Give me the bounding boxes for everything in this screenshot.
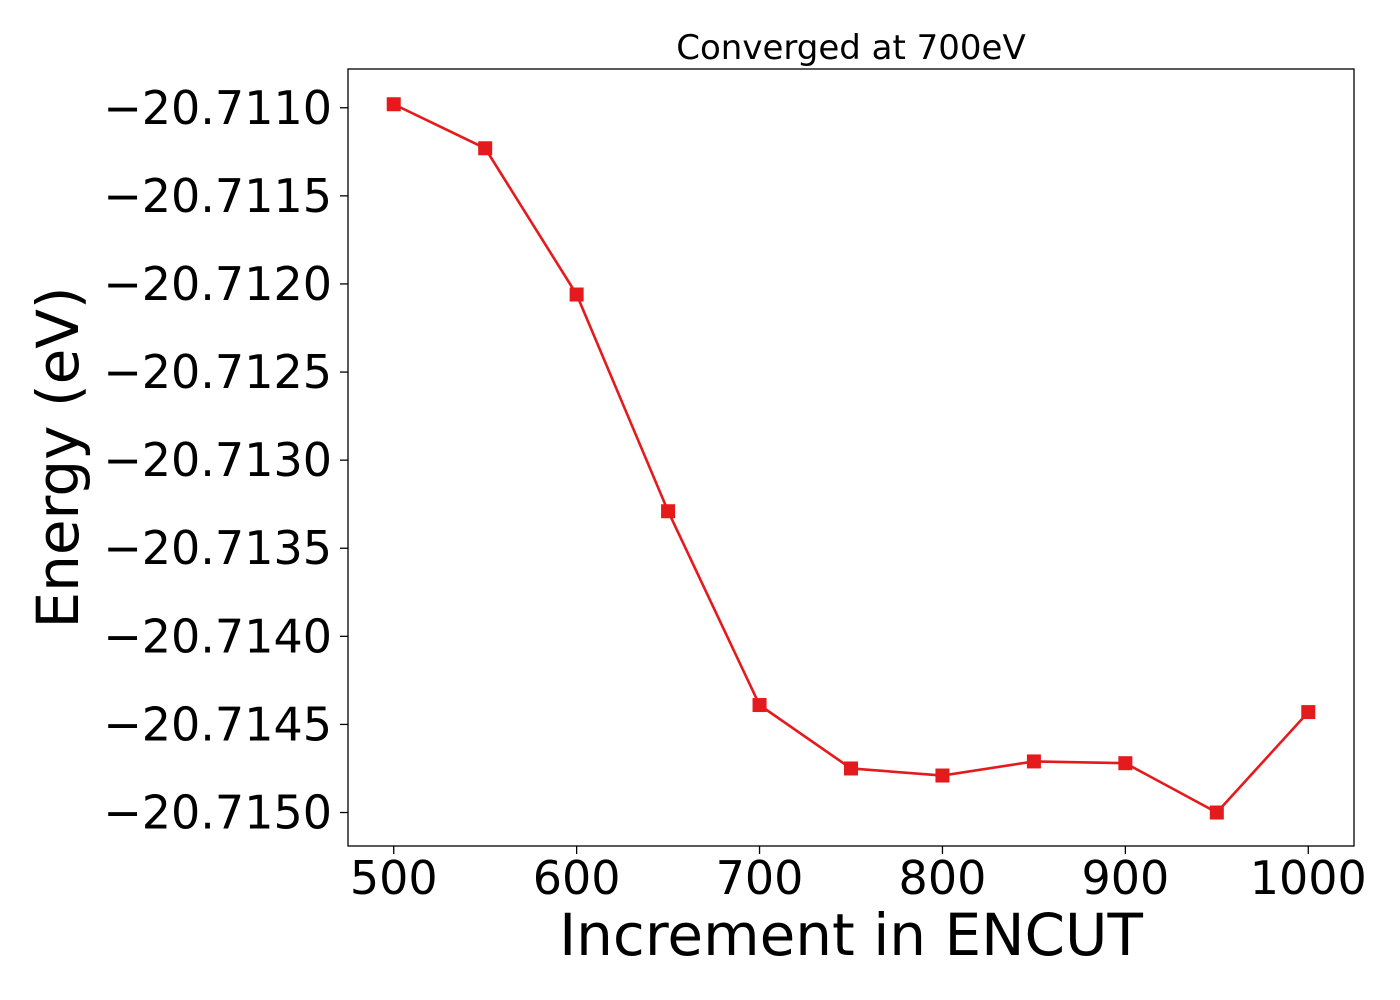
y-tick-label: −20.7115 <box>103 169 332 223</box>
y-tick-label: −20.7125 <box>103 345 332 399</box>
series-energy <box>386 97 1316 820</box>
data-point-marker <box>386 97 401 112</box>
y-tick-label: −20.7130 <box>103 433 332 487</box>
data-point-marker <box>478 141 493 156</box>
x-axis: 500 600 700 800 900 1000 <box>350 846 1367 905</box>
y-tick-label: −20.7150 <box>103 786 332 840</box>
data-point-marker <box>844 761 858 776</box>
data-point-marker <box>569 287 584 302</box>
data-point-marker <box>1301 705 1316 720</box>
x-tick-label: 700 <box>716 851 804 905</box>
x-tick-label: 900 <box>1081 851 1169 905</box>
x-tick-label: 1000 <box>1250 851 1367 905</box>
data-point-marker <box>1026 754 1041 769</box>
x-tick-label: 500 <box>350 851 438 905</box>
chart-title: Converged at 700eV <box>676 28 1025 68</box>
data-point-marker <box>752 698 767 713</box>
y-axis-title: Energy (eV) <box>24 286 92 628</box>
y-axis: −20.7110 −20.7115 −20.7120 −20.7125 −20.7130… <box>103 81 348 840</box>
data-point-marker <box>935 768 950 783</box>
y-tick-label: −20.7135 <box>103 521 332 575</box>
y-tick-label: −20.7145 <box>103 697 332 751</box>
y-tick-label: −20.7110 <box>103 81 332 135</box>
y-tick-label: −20.7120 <box>103 257 332 311</box>
x-axis-title: Increment in ENCUT <box>559 901 1143 969</box>
data-point-marker <box>661 504 676 519</box>
data-point-marker <box>1209 805 1224 820</box>
x-tick-label: 600 <box>533 851 621 905</box>
data-point-marker <box>1118 756 1133 771</box>
x-tick-label: 800 <box>899 851 987 905</box>
y-tick-label: −20.7140 <box>103 609 332 663</box>
plot-area-frame <box>347 68 1355 847</box>
